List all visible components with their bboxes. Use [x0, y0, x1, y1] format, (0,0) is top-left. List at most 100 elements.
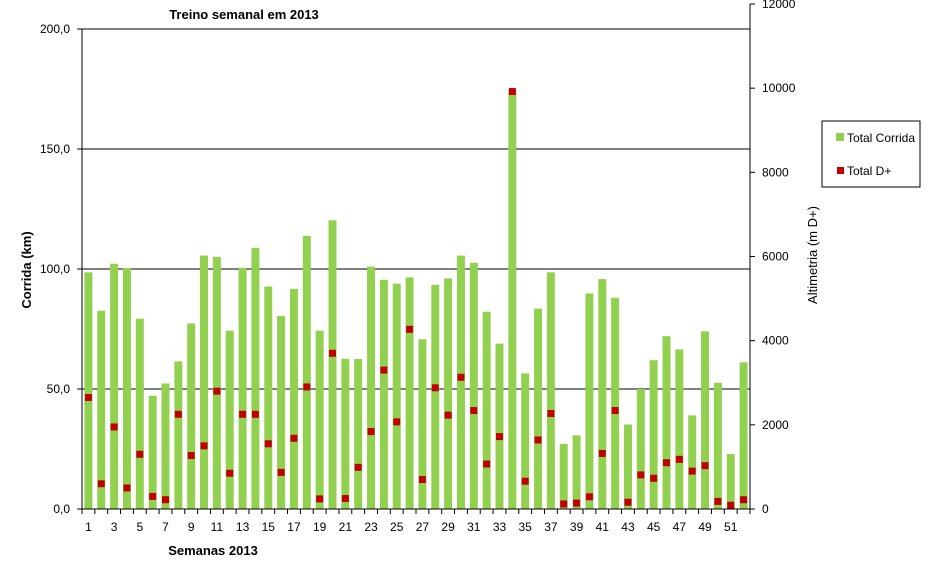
y2-tick-label: 4000	[762, 334, 789, 348]
legend-label-total-d-plus: Total D+	[847, 164, 891, 178]
marker-week-11	[213, 387, 221, 395]
marker-week-27	[418, 476, 426, 484]
bar-week-11	[212, 256, 221, 509]
marker-week-46	[663, 459, 670, 467]
bar-week-6	[148, 395, 157, 509]
x-tick-label: 27	[416, 520, 430, 534]
bar-week-22	[354, 359, 363, 509]
bar-week-12	[225, 330, 234, 509]
marker-week-39	[573, 499, 581, 507]
marker-week-26	[406, 325, 414, 333]
marker-week-16	[277, 468, 285, 476]
bar-week-31	[469, 262, 478, 509]
marker-week-19	[316, 495, 324, 503]
marker-week-34	[508, 88, 516, 96]
bar-week-49	[701, 331, 710, 509]
x-tick-label: 13	[236, 520, 250, 534]
x-tick-label: 47	[673, 520, 687, 534]
bar-week-16	[277, 316, 286, 509]
bar-week-7	[161, 383, 170, 509]
bar-week-33	[495, 343, 504, 509]
x-tick-label: 31	[467, 520, 481, 534]
x-tick-label: 51	[724, 520, 738, 534]
marker-week-30	[457, 373, 465, 381]
y2-tick-label: 10000	[762, 81, 796, 95]
x-axis-ticks: 1 3 5 7 9 11 13 15 17 19 21 23 25 27 29 31 33 35 37 39 41 43 4…	[85, 520, 738, 534]
y2-tick-label: 8000	[762, 165, 789, 179]
y-tick-label: 50,0	[47, 382, 71, 396]
bar-week-23	[367, 266, 376, 509]
bar-week-27	[418, 339, 427, 509]
marker-week-44	[637, 471, 645, 479]
axes	[77, 3, 755, 514]
bar-week-10	[200, 255, 209, 509]
marker-week-12	[226, 469, 234, 477]
marker-week-23	[367, 428, 375, 436]
marker-week-38	[560, 500, 568, 508]
x-tick-label: 37	[544, 520, 558, 534]
x-tick-label: 11	[211, 520, 224, 534]
legend-label-total-corrida: Total Corrida	[847, 131, 915, 145]
x-tick-label: 41	[596, 520, 610, 534]
y-tick-label: 100,0	[40, 262, 70, 276]
legend-swatch-total-d-plus	[837, 167, 844, 174]
bar-week-34	[508, 89, 517, 510]
bar-week-21	[341, 358, 350, 509]
marker-week-17	[290, 434, 298, 442]
x-tick-label: 35	[519, 520, 533, 534]
marker-week-29	[444, 411, 452, 419]
marker-week-7	[162, 496, 169, 504]
bar-week-36	[534, 308, 543, 509]
marker-week-2	[97, 480, 105, 488]
marker-week-35	[521, 477, 529, 485]
marker-week-9	[187, 452, 195, 460]
bar-week-35	[521, 373, 530, 509]
bar-week-24	[379, 279, 388, 509]
marker-week-41	[598, 449, 606, 457]
bar-week-32	[482, 311, 491, 509]
bar-week-25	[392, 283, 401, 509]
x-tick-label: 7	[162, 520, 169, 534]
bar-week-39	[572, 435, 581, 509]
marker-week-36	[534, 436, 542, 444]
marker-week-45	[650, 474, 658, 482]
bar-week-26	[405, 277, 414, 509]
bar-week-28	[431, 284, 440, 509]
marker-week-42	[611, 407, 619, 415]
marker-week-21	[341, 494, 349, 502]
bar-week-8	[174, 361, 183, 509]
bar-week-2	[97, 310, 106, 509]
y2-tick-label: 2000	[762, 418, 789, 432]
marker-week-15	[264, 440, 272, 448]
y-tick-label: 200,0	[40, 22, 70, 36]
bar-week-18	[302, 235, 311, 509]
marker-week-48	[688, 467, 696, 475]
y2-axis-title: Altimetria (m D+)	[805, 206, 820, 304]
chart-title: Treino semanal em 2013	[169, 7, 319, 22]
marker-week-20	[329, 349, 336, 357]
bars-total-corrida	[84, 89, 748, 510]
bar-week-29	[444, 278, 453, 509]
bar-week-51	[726, 454, 735, 509]
x-tick-label: 43	[621, 520, 635, 534]
x-tick-label: 29	[441, 520, 455, 534]
bar-week-40	[585, 293, 594, 509]
marker-week-24	[380, 366, 388, 374]
x-tick-label: 3	[111, 520, 118, 534]
y-axis-left-ticks: 0,0 50,0 100,0 150,0 200,0	[40, 22, 70, 516]
y2-tick-label: 12000	[762, 0, 796, 11]
legend-swatch-total-corrida	[836, 133, 844, 141]
bar-week-41	[598, 279, 607, 509]
marker-week-14	[251, 410, 259, 418]
marker-week-51	[727, 501, 735, 509]
bar-week-5	[135, 318, 144, 509]
legend: Total Corrida Total D+	[821, 120, 921, 188]
marker-week-31	[470, 407, 478, 415]
x-tick-label: 9	[188, 520, 195, 534]
x-tick-label: 17	[287, 520, 301, 534]
marker-week-1	[84, 393, 92, 401]
bar-week-30	[456, 255, 465, 509]
marker-week-43	[624, 498, 632, 506]
y-axis-title: Corrida (km)	[19, 231, 34, 308]
